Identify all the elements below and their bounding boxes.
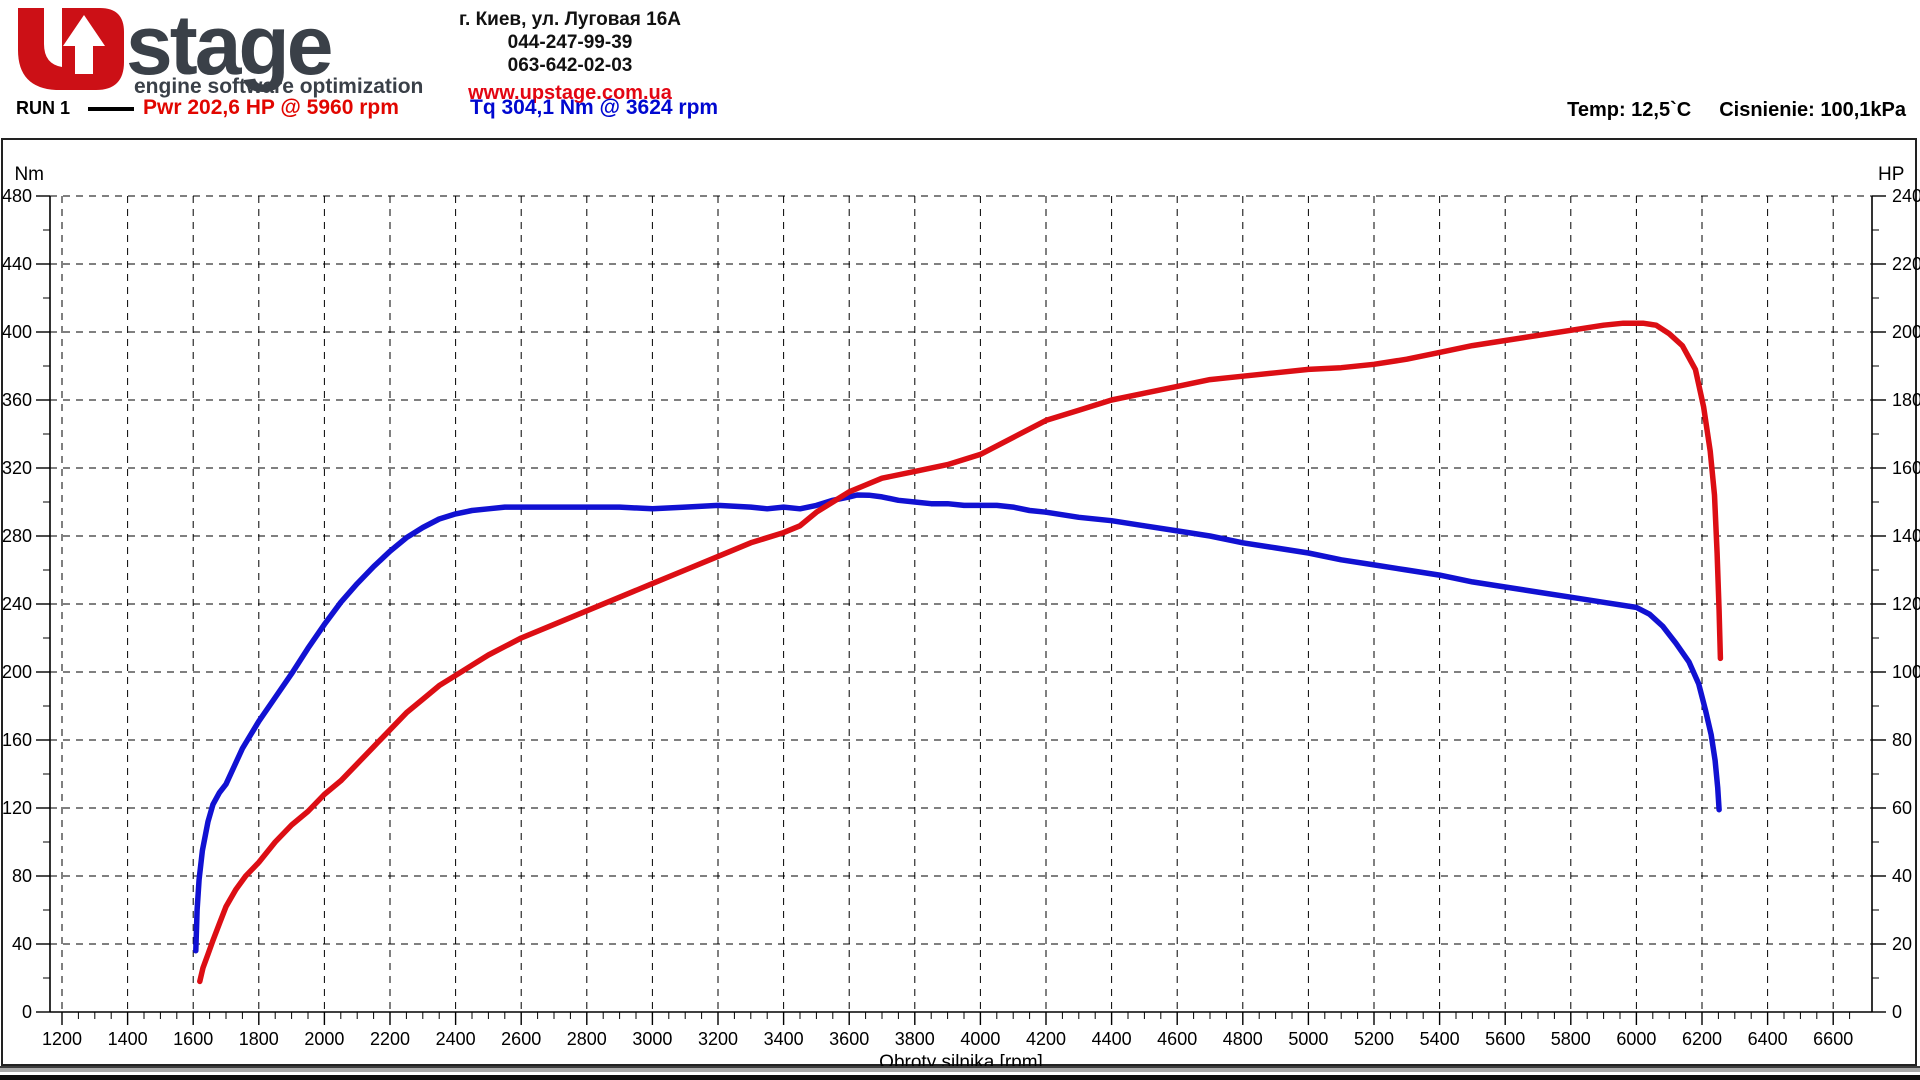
x-tick-label-1400: 1400	[108, 1029, 148, 1049]
x-tick-label-5600: 5600	[1485, 1029, 1525, 1049]
power-peak-readout: Pwr 202,6 HP @ 5960 rpm	[143, 96, 399, 119]
y-left-tick-label-440: 440	[2, 254, 32, 274]
upstage-logo-graphic: stage engine software optimization	[18, 0, 423, 98]
y-left-tick-label-280: 280	[2, 526, 32, 546]
x-tick-label-2400: 2400	[436, 1029, 476, 1049]
x-tick-label-3200: 3200	[698, 1029, 738, 1049]
x-tick-label-5200: 5200	[1354, 1029, 1394, 1049]
x-tick-label-2800: 2800	[567, 1029, 607, 1049]
x-tick-label-2600: 2600	[501, 1029, 541, 1049]
contact-phone-2: 063-642-02-03	[507, 55, 633, 76]
bottom-edge-line-black	[0, 1075, 1920, 1080]
y-right-tick-label-180: 180	[1892, 390, 1920, 410]
run-legend-row: RUN 1 Pwr 202,6 HP @ 5960 rpm Tq 304,1 N…	[0, 96, 1920, 120]
contact-address: г. Киев, ул. Луговая 16А	[459, 9, 681, 30]
x-tick-label-4400: 4400	[1092, 1029, 1132, 1049]
y-right-tick-label-220: 220	[1892, 254, 1920, 274]
y-right-tick-label-80: 80	[1892, 730, 1912, 750]
y-right-tick-label-60: 60	[1892, 798, 1912, 818]
x-tick-label-2200: 2200	[370, 1029, 410, 1049]
y-right-tick-label-120: 120	[1892, 594, 1920, 614]
logo-up-arrow-icon	[63, 15, 105, 74]
logo-tagline: engine software optimization	[134, 75, 423, 98]
bottom-edge-line-white	[0, 1072, 1920, 1075]
y-left-tick-label-200: 200	[2, 662, 32, 682]
pressure-readout: Cisnienie: 100,1kPa	[1719, 99, 1906, 121]
y-right-tick-label-40: 40	[1892, 866, 1912, 886]
x-tick-label-4600: 4600	[1157, 1029, 1197, 1049]
x-tick-label-3000: 3000	[632, 1029, 672, 1049]
x-tick-label-4000: 4000	[960, 1029, 1000, 1049]
bottom-edge-line-gray	[0, 1068, 1920, 1072]
y-right-tick-label-240: 240	[1892, 186, 1920, 206]
contact-website-link[interactable]: www.upstage.com.ua	[468, 82, 672, 104]
x-tick-label-6600: 6600	[1813, 1029, 1853, 1049]
x-tick-label-4200: 4200	[1026, 1029, 1066, 1049]
x-tick-label-5000: 5000	[1288, 1029, 1328, 1049]
x-tick-label-1200: 1200	[42, 1029, 82, 1049]
torque-peak-readout: Tq 304,1 Nm @ 3624 rpm	[470, 96, 719, 119]
x-tick-label-2000: 2000	[304, 1029, 344, 1049]
y-left-tick-label-240: 240	[2, 594, 32, 614]
y-right-tick-label-140: 140	[1892, 526, 1920, 546]
run-label: RUN 1	[16, 98, 71, 118]
logo-u-shape	[18, 8, 124, 90]
y-right-tick-label-100: 100	[1892, 662, 1920, 682]
x-tick-label-4800: 4800	[1223, 1029, 1263, 1049]
logo-brand-text: stage	[126, 2, 331, 92]
torque-curve	[193, 492, 1722, 954]
contact-block: г. Киев, ул. Луговая 16А 044-247-99-39 0…	[415, 8, 725, 105]
y-right-tick-label-160: 160	[1892, 458, 1920, 478]
chart-panel-border	[1, 138, 1917, 1066]
y-right-tick-label-0: 0	[1892, 1002, 1902, 1022]
y-left-axis-unit: Nm	[14, 164, 44, 185]
window-bottom-edge	[0, 1066, 1920, 1080]
power-curve	[197, 320, 1724, 985]
y-right-tick-label-20: 20	[1892, 934, 1912, 954]
x-tick-label-5800: 5800	[1551, 1029, 1591, 1049]
x-tick-label-3400: 3400	[764, 1029, 804, 1049]
run-line-swatch	[88, 107, 134, 111]
x-tick-label-1800: 1800	[239, 1029, 279, 1049]
temperature-readout: Temp: 12,5`C	[1567, 99, 1692, 121]
y-left-tick-label-80: 80	[12, 866, 32, 886]
contact-phone-1: 044-247-99-39	[507, 32, 633, 53]
x-tick-label-6000: 6000	[1616, 1029, 1656, 1049]
x-tick-label-5400: 5400	[1420, 1029, 1460, 1049]
upstage-logo: stage engine software optimization	[6, 0, 426, 98]
y-left-tick-label-0: 0	[22, 1002, 32, 1022]
y-right-axis-unit: HP	[1878, 164, 1904, 185]
x-tick-label-1600: 1600	[173, 1029, 213, 1049]
y-left-tick-label-360: 360	[2, 390, 32, 410]
ambient-conditions: Temp: 12,5`C Cisnienie: 100,1kPa	[1567, 99, 1906, 122]
bottom-edge-line-dark	[0, 1066, 1920, 1068]
x-tick-label-3800: 3800	[895, 1029, 935, 1049]
y-left-tick-label-320: 320	[2, 458, 32, 478]
y-left-tick-label-160: 160	[2, 730, 32, 750]
y-left-tick-label-480: 480	[2, 186, 32, 206]
x-tick-label-6400: 6400	[1748, 1029, 1788, 1049]
y-left-tick-label-40: 40	[12, 934, 32, 954]
x-tick-label-3600: 3600	[829, 1029, 869, 1049]
x-tick-label-6200: 6200	[1682, 1029, 1722, 1049]
y-left-tick-label-400: 400	[2, 322, 32, 342]
y-left-tick-label-120: 120	[2, 798, 32, 818]
y-right-tick-label-200: 200	[1892, 322, 1920, 342]
